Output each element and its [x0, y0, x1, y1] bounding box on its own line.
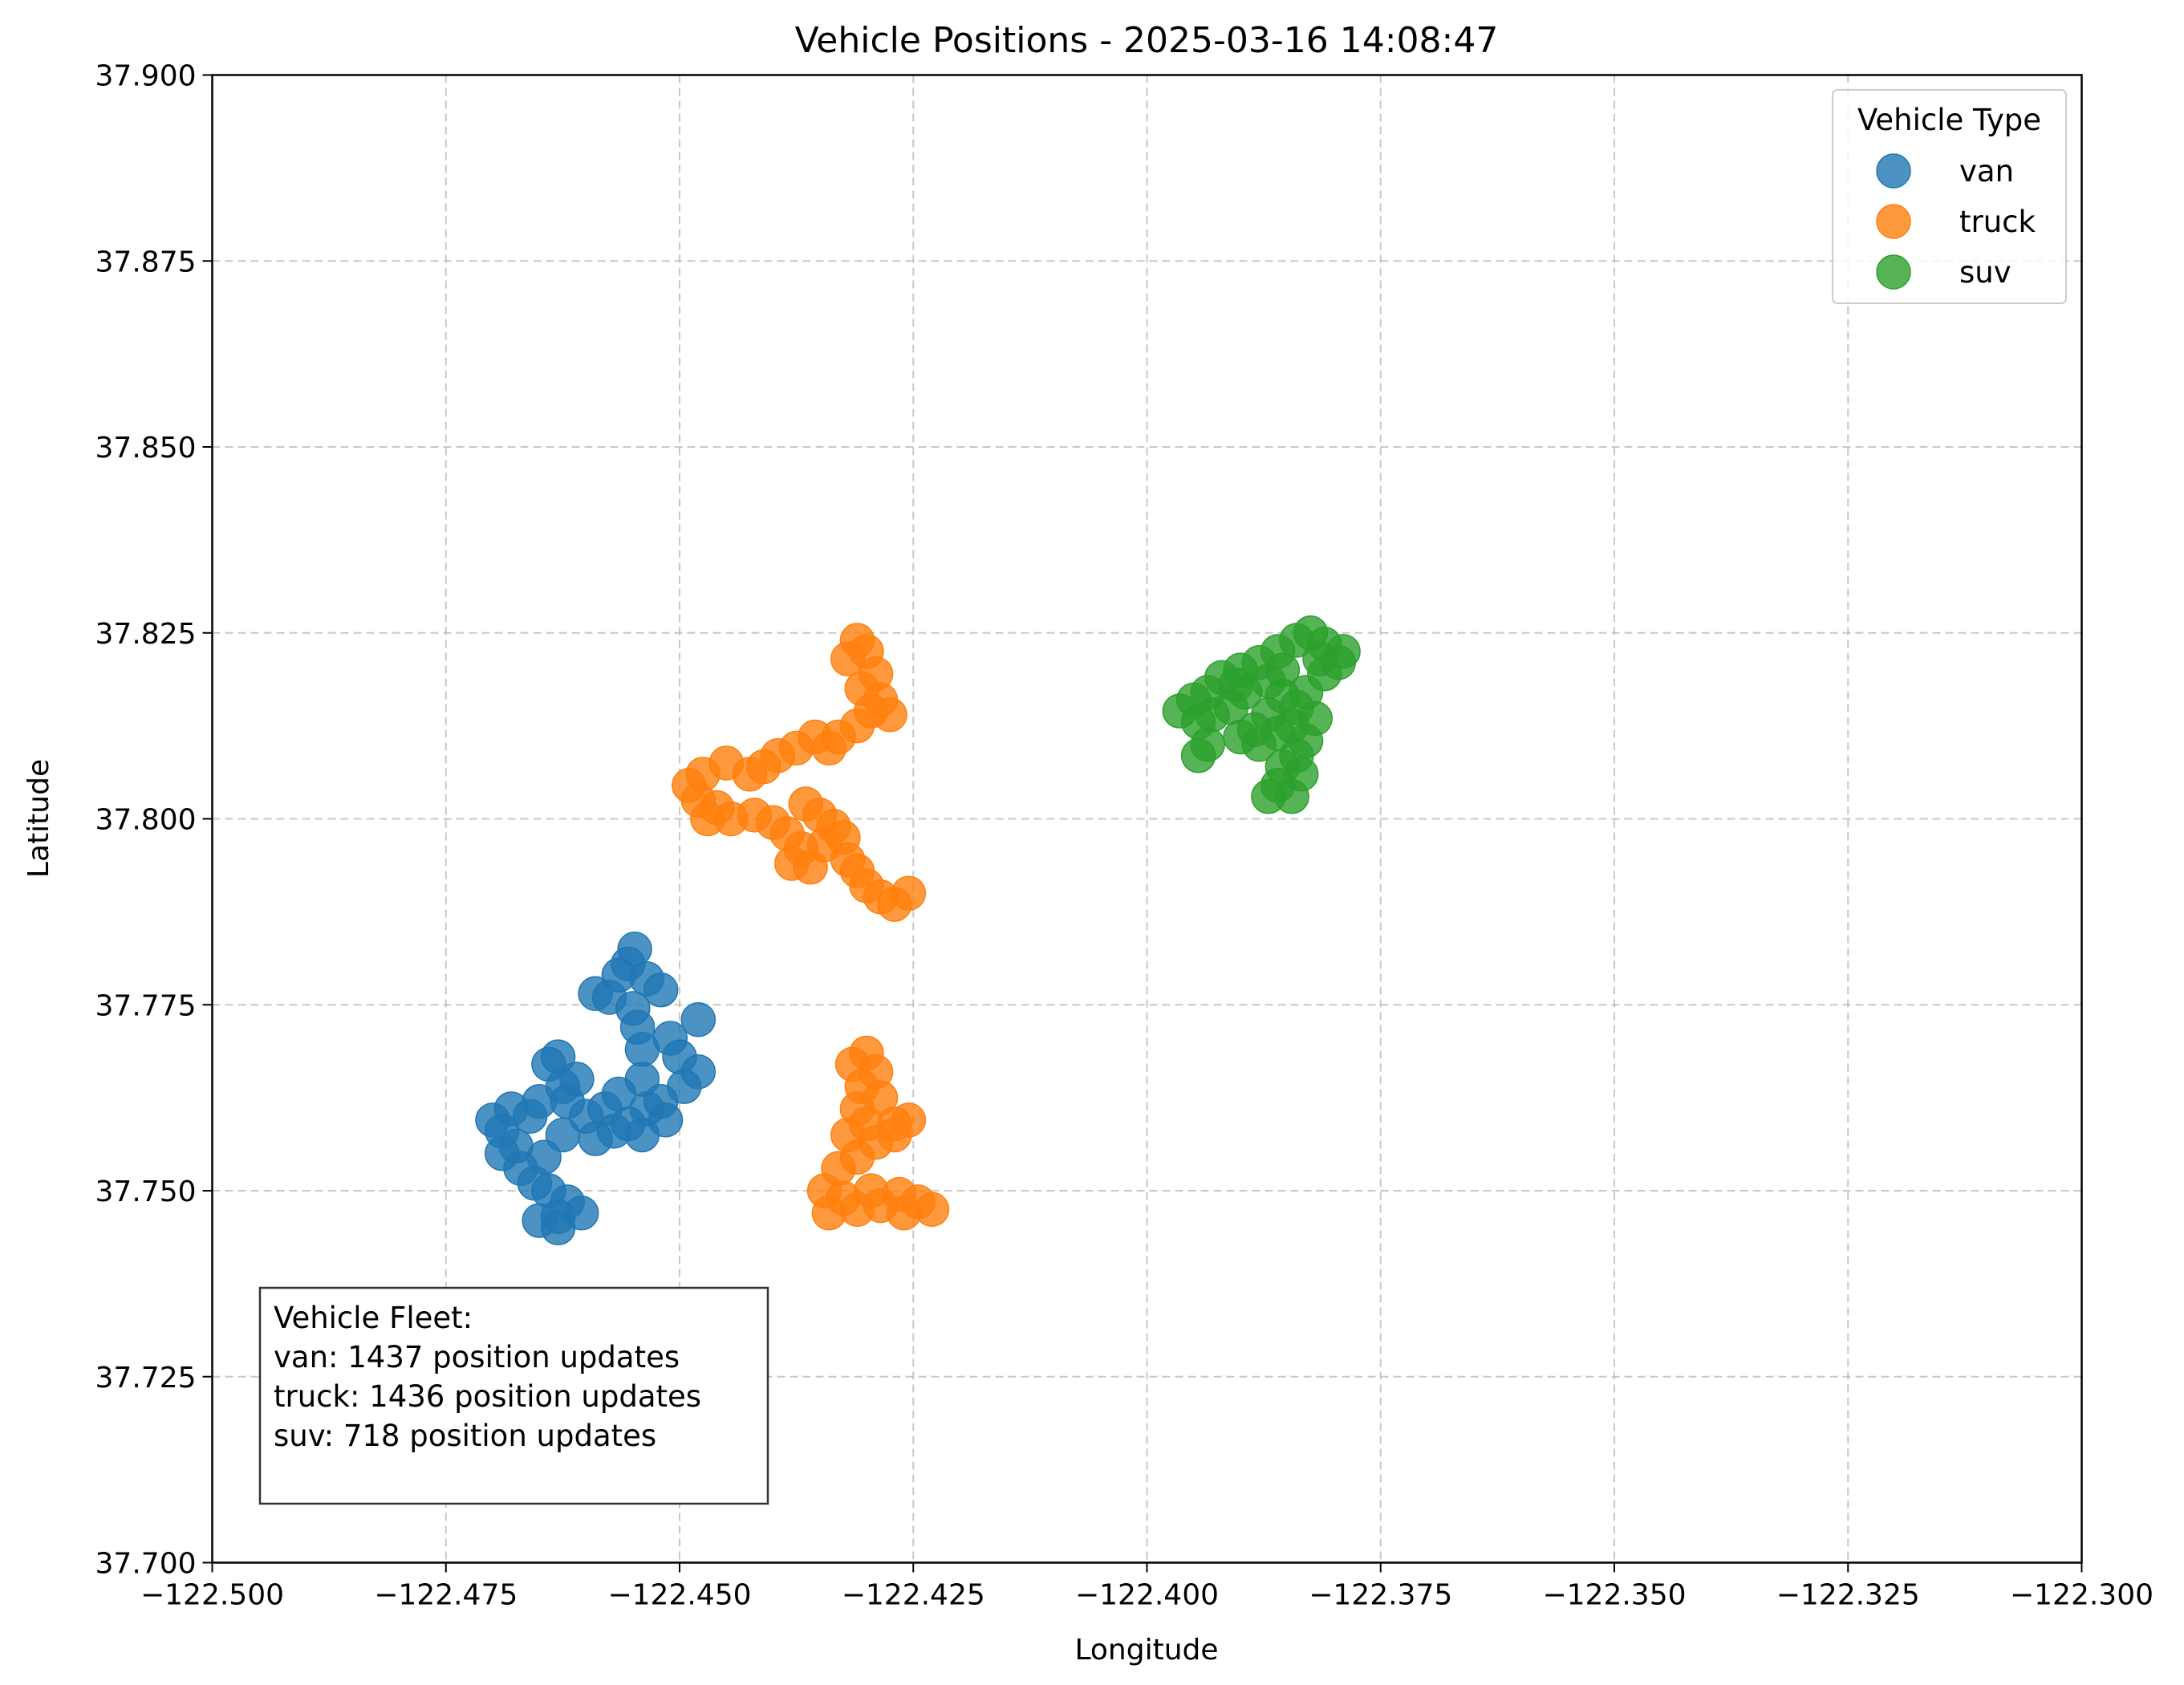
y-axis-label: Latitude	[22, 759, 55, 878]
point-truck	[872, 696, 907, 733]
x-axis-ticks: −122.500 −122.475 −122.450 −122.425 −122.400…	[140, 1562, 2154, 1612]
x-tick-label: −122.350	[1542, 1579, 1686, 1612]
point-truck	[788, 786, 824, 822]
y-tick-label: 37.875	[95, 246, 197, 278]
x-tick-label: −122.300	[2010, 1579, 2154, 1612]
fleet-annotation: Vehicle Fleet: van: 1437 position updates…	[258, 1286, 769, 1505]
legend-entries: van truck suv	[1876, 153, 2036, 290]
series-suv	[1162, 615, 1361, 814]
y-tick-label: 37.900	[95, 60, 197, 93]
y-tick-label: 37.775	[95, 989, 197, 1022]
point-van	[545, 1117, 581, 1153]
y-tick-label: 37.825	[95, 618, 197, 651]
y-tick-label: 37.800	[95, 804, 197, 837]
point-van	[624, 1117, 660, 1153]
legend-frame	[1832, 89, 2067, 304]
x-tick-label: −122.475	[374, 1579, 518, 1612]
point-van	[578, 1121, 613, 1156]
point-suv	[1218, 667, 1253, 703]
point-suv	[1265, 652, 1301, 688]
legend-label-truck: truck	[1959, 205, 2036, 239]
legend-marker-van	[1876, 153, 1911, 189]
x-tick-label: −122.375	[1309, 1579, 1452, 1612]
legend: Vehicle Type van truck suv	[1832, 89, 2067, 304]
gridlines	[211, 74, 2083, 1564]
series-van	[475, 931, 716, 1246]
point-suv	[1251, 778, 1286, 814]
legend-label-suv: suv	[1959, 255, 2011, 290]
x-tick-label: −122.325	[1776, 1579, 1920, 1612]
point-suv	[1302, 641, 1338, 676]
point-truck	[854, 1173, 889, 1208]
x-tick-label: −122.500	[140, 1579, 284, 1612]
x-tick-label: −122.400	[1075, 1579, 1219, 1612]
point-van	[540, 1210, 576, 1246]
data-points	[475, 615, 1361, 1246]
annotation-line: suv: 718 position updates	[274, 1419, 656, 1453]
point-suv	[1190, 727, 1225, 762]
legend-marker-truck	[1876, 204, 1911, 239]
series-truck	[671, 623, 950, 1231]
chart-title: Vehicle Positions - 2025-03-16 14:08:47	[795, 20, 1499, 61]
point-truck	[811, 730, 847, 766]
point-truck	[891, 875, 927, 911]
x-tick-label: −122.450	[607, 1579, 751, 1612]
y-axis-ticks: 37.700 37.725 37.750 37.775 37.800 37.825 37.8…	[95, 60, 213, 1581]
point-van	[680, 1002, 716, 1037]
annotation-line: Vehicle Fleet:	[274, 1301, 473, 1335]
y-tick-label: 37.850	[95, 432, 197, 465]
point-truck	[877, 1117, 912, 1153]
legend-title: Vehicle Type	[1857, 103, 2041, 137]
legend-label-van: van	[1959, 154, 2014, 189]
point-suv	[1297, 700, 1333, 737]
y-tick-label: 37.700	[95, 1548, 197, 1581]
annotation-line: truck: 1436 position updates	[274, 1379, 701, 1414]
y-tick-label: 37.725	[95, 1362, 197, 1395]
annotation-lines: Vehicle Fleet: van: 1437 position updates…	[274, 1301, 701, 1453]
x-axis-label: Longitude	[1074, 1634, 1218, 1667]
point-truck	[886, 1196, 922, 1231]
point-van	[643, 972, 679, 1008]
annotation-box	[258, 1286, 769, 1505]
y-tick-label: 37.750	[95, 1175, 197, 1208]
annotation-line: van: 1437 position updates	[274, 1340, 680, 1374]
point-truck	[830, 641, 866, 676]
legend-marker-suv	[1876, 254, 1911, 290]
x-tick-label: −122.425	[842, 1579, 985, 1612]
